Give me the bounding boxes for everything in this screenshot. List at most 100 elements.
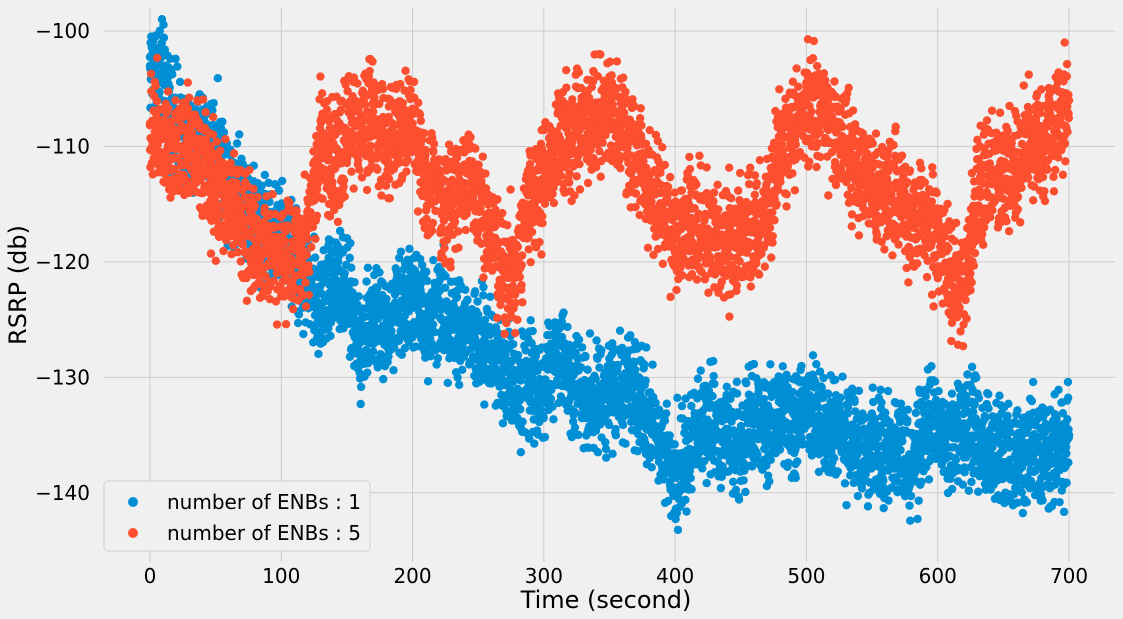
data-point: [208, 130, 218, 139]
data-point: [611, 424, 620, 434]
data-point: [474, 310, 483, 319]
data-point: [1063, 393, 1073, 402]
data-point: [155, 26, 164, 35]
data-point: [595, 363, 604, 372]
data-point: [294, 310, 304, 319]
data-point: [592, 336, 601, 345]
data-point: [379, 374, 388, 384]
y-tick-label: −110: [35, 135, 90, 159]
data-point: [615, 326, 625, 335]
data-point: [184, 93, 194, 102]
data-point: [356, 399, 365, 409]
data-point: [766, 455, 775, 464]
data-point: [967, 362, 977, 372]
data-point: [242, 296, 252, 306]
data-point: [513, 350, 523, 360]
data-point: [884, 496, 893, 505]
data-point: [775, 445, 785, 454]
data-point: [211, 256, 221, 265]
data-point: [250, 201, 259, 210]
data-point: [463, 295, 472, 304]
data-point: [363, 263, 373, 272]
data-point: [570, 423, 580, 432]
data-point: [628, 391, 638, 400]
data-point: [390, 290, 400, 299]
data-point: [670, 440, 679, 449]
data-point: [368, 347, 378, 356]
data-point: [1064, 425, 1073, 434]
data-point: [159, 33, 169, 42]
data-point: [879, 476, 888, 486]
data-point: [661, 409, 671, 418]
data-point: [850, 397, 859, 407]
data-point: [642, 343, 651, 352]
y-tick-label: −140: [35, 481, 90, 505]
data-point: [1028, 377, 1038, 387]
data-point: [423, 276, 432, 286]
x-tick-label: 0: [144, 564, 157, 588]
data-point: [201, 108, 210, 117]
data-point: [218, 117, 227, 126]
data-point: [168, 70, 177, 79]
data-point: [314, 349, 323, 359]
data-point: [486, 292, 495, 301]
x-tick-label: 200: [393, 564, 431, 588]
data-point: [868, 383, 877, 392]
data-point: [687, 485, 696, 494]
data-point: [830, 453, 839, 463]
data-point: [581, 352, 590, 362]
data-point: [546, 394, 556, 403]
data-point: [583, 365, 592, 374]
data-point: [245, 165, 254, 175]
data-point: [173, 62, 182, 71]
data-point: [268, 190, 277, 199]
data-point: [426, 352, 435, 361]
data-point: [631, 365, 640, 375]
data-point: [257, 181, 266, 190]
data-point: [458, 365, 467, 375]
data-point: [350, 278, 359, 287]
data-point: [382, 294, 391, 304]
data-points: [145, 15, 1074, 535]
data-point: [1022, 498, 1032, 507]
data-point: [812, 359, 821, 369]
data-point: [749, 359, 759, 369]
data-point: [384, 352, 393, 361]
data-point: [219, 246, 228, 256]
data-point: [400, 344, 410, 353]
data-point: [540, 432, 550, 442]
data-point: [428, 320, 438, 329]
data-point: [485, 322, 494, 332]
data-point: [509, 339, 518, 349]
data-point: [648, 360, 657, 369]
data-point: [732, 377, 742, 387]
data-point: [963, 370, 972, 379]
data-point: [326, 331, 335, 341]
data-point: [209, 112, 218, 122]
data-point: [967, 477, 976, 487]
data-point: [526, 316, 535, 325]
data-point: [226, 158, 235, 168]
data-point: [389, 366, 398, 375]
data-point: [601, 444, 611, 454]
data-point: [824, 390, 833, 399]
data-point: [876, 385, 885, 395]
data-point: [630, 337, 640, 347]
data-point: [930, 377, 940, 386]
data-point: [927, 362, 936, 371]
data-point: [853, 491, 863, 501]
x-tick-label: 300: [525, 564, 563, 588]
data-point: [863, 502, 873, 511]
data-point: [838, 372, 847, 381]
data-point: [597, 346, 606, 355]
data-point: [626, 331, 635, 340]
data-point: [452, 292, 462, 302]
data-point: [662, 399, 672, 408]
data-point: [602, 453, 611, 462]
data-point: [1054, 385, 1063, 395]
data-point: [734, 495, 744, 504]
data-point: [450, 325, 460, 334]
data-point: [681, 495, 690, 505]
data-point: [906, 491, 916, 501]
